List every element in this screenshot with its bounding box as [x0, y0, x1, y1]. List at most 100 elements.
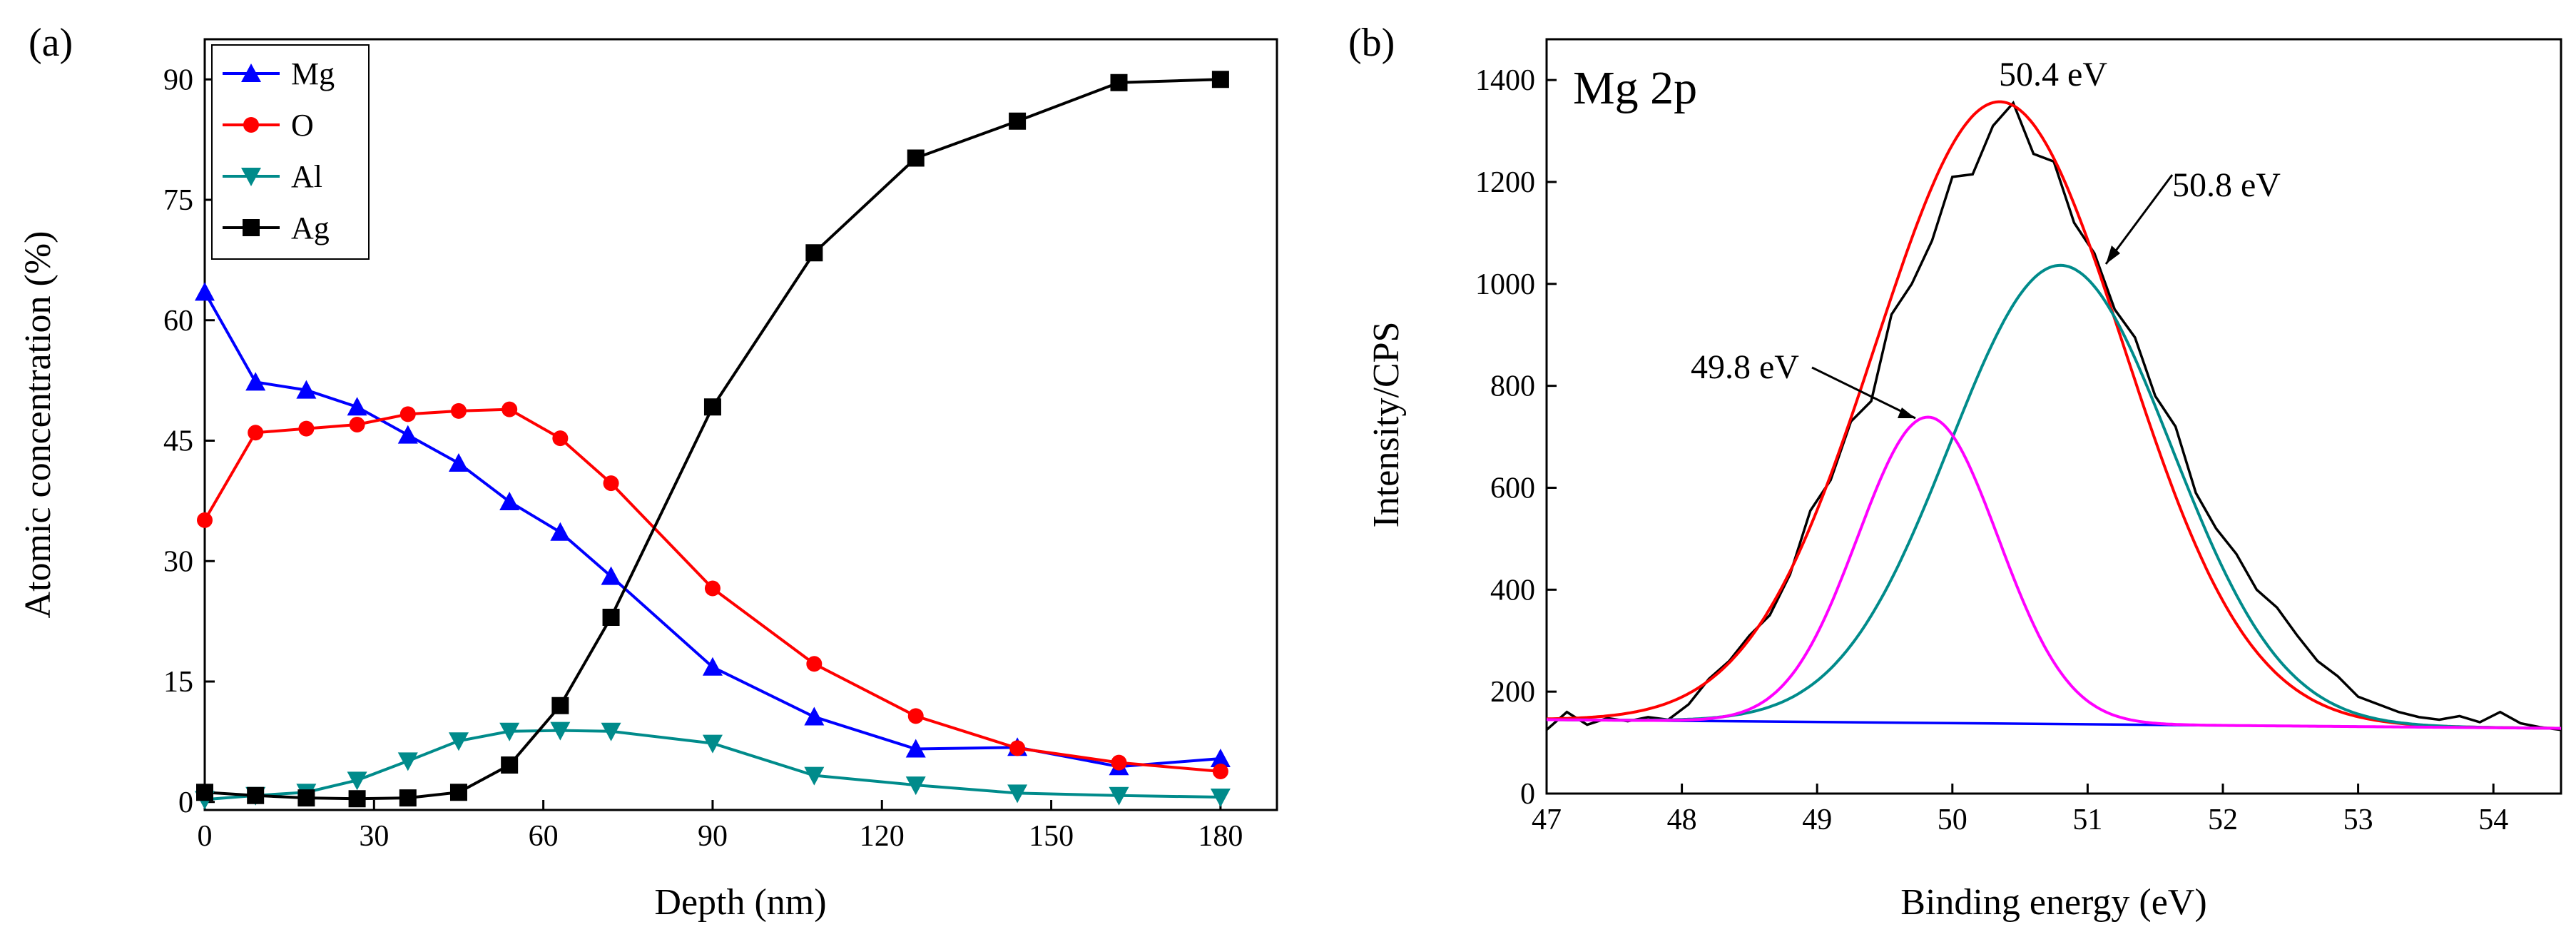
x-tick-label: 50: [1938, 804, 1967, 836]
data-point-o: [298, 420, 315, 437]
data-point-ag: [399, 789, 417, 807]
y-tick-label: 1000: [1475, 268, 1535, 301]
panel-label-a: (a): [29, 21, 73, 65]
data-point-mg: [601, 566, 621, 585]
plot-frame-a: [203, 38, 1278, 811]
data-point-ag: [247, 786, 265, 804]
y-tick-label: 600: [1490, 472, 1535, 505]
legend-marker-ag: [243, 219, 260, 236]
legend-label-al: Al: [291, 159, 322, 194]
data-point-ag: [449, 784, 467, 801]
x-tick-label: 180: [1198, 820, 1243, 853]
legend-label-mg: Mg: [291, 56, 335, 91]
data-point-o: [1212, 764, 1228, 779]
data-point-o: [704, 580, 721, 597]
legend-a: Mg O Al Ag: [211, 44, 370, 260]
data-point-mg: [397, 425, 418, 444]
data-point-mg: [245, 372, 266, 391]
chart-b: (b) 47 48 49 50 51 52 53 54 0 200 400 600 800 1000 120…: [1348, 21, 2562, 923]
data-point-o: [806, 656, 823, 672]
x-tick-label: 60: [529, 820, 559, 853]
data-point-ag: [703, 398, 721, 416]
data-point-ag: [196, 784, 213, 801]
legend-box-a: [211, 44, 370, 260]
chart-a: (a) 0 30 60 90 120 150 180 0 15 30 45 60 75 90 Depth …: [18, 21, 1278, 923]
x-axis-label-b: Binding energy (eV): [1900, 882, 2206, 923]
data-point-o: [399, 406, 416, 422]
data-point-mg: [905, 739, 926, 758]
y-tick-label: 400: [1490, 574, 1535, 607]
data-point-al: [1007, 784, 1028, 804]
data-point-al: [1210, 789, 1231, 807]
data-point-o: [1009, 740, 1026, 756]
data-point-o: [907, 708, 924, 724]
x-tick-label: 30: [359, 820, 389, 853]
data-point-al: [804, 766, 825, 786]
y-tick-label: 1400: [1475, 64, 1535, 97]
legend-marker-al: [241, 168, 261, 186]
data-point-al: [905, 776, 926, 796]
data-point-mg: [296, 380, 317, 399]
annotation-arrow-49-8: [1811, 366, 1916, 420]
y-axis-label-b: Intensity/CPS: [1366, 322, 1407, 528]
y-tick-label: 800: [1490, 370, 1535, 403]
x-tick-label: 49: [1802, 804, 1832, 836]
data-point-mg: [347, 397, 367, 416]
data-point-al: [550, 721, 571, 741]
data-point-o: [1111, 754, 1127, 771]
data-point-al: [601, 722, 621, 741]
y-tick-label: 75: [163, 184, 193, 217]
data-point-ag: [602, 609, 620, 626]
annotation-arrowhead-49-8: [1898, 407, 1915, 418]
data-point-al: [448, 732, 469, 751]
data-point-ag: [1009, 112, 1027, 130]
data-point-mg: [448, 453, 469, 472]
y-tick-label: 30: [163, 545, 193, 578]
x-tick-label: 54: [2478, 804, 2508, 836]
y-tick-label: 45: [163, 425, 193, 458]
y-tick-label: 60: [163, 305, 193, 338]
data-point-ag: [1211, 71, 1229, 88]
data-point-o: [502, 401, 518, 417]
data-point-o: [248, 425, 264, 441]
annotation-arrowhead-50-8: [2106, 245, 2120, 264]
plot-frame-b: [1545, 38, 2562, 795]
y-tick-label: 0: [178, 786, 193, 819]
data-point-ag: [297, 789, 315, 807]
data-point-o: [450, 402, 467, 419]
data-point-o: [197, 512, 213, 528]
data-point-ag: [501, 756, 519, 774]
data-point-mg: [702, 657, 723, 676]
data-point-al: [499, 722, 520, 741]
annotation-arrow-50-8: [2104, 174, 2174, 265]
series-line-mg: [203, 291, 1221, 769]
data-point-ag: [348, 790, 366, 808]
annotation-50-8: 50.8 eV: [2172, 166, 2281, 204]
x-tick-label: 90: [698, 820, 728, 853]
x-tick-label: 48: [1667, 804, 1697, 836]
data-point-mg: [804, 706, 825, 726]
y-tick-label: 200: [1490, 676, 1535, 709]
x-tick-label: 150: [1029, 820, 1074, 853]
envelope-fit-line: [1546, 100, 2562, 730]
x-tick-label: 0: [198, 820, 213, 853]
x-tick-label: 47: [1532, 804, 1562, 836]
legend-label-ag: Ag: [291, 211, 330, 245]
component-50-8-line: [1546, 263, 2562, 730]
panel-label-b: (b): [1348, 21, 1395, 65]
x-tick-label: 53: [2343, 804, 2373, 836]
x-tick-label: 120: [860, 820, 905, 853]
data-point-al: [1109, 786, 1129, 806]
y-tick-label: 1200: [1475, 166, 1535, 199]
y-axis-label-a: Atomic concentration (%): [18, 231, 58, 619]
chart-title-b: Mg 2p: [1573, 62, 1697, 114]
data-point-o: [349, 417, 365, 432]
data-point-ag: [1110, 74, 1128, 91]
annotation-50-4: 50.4 eV: [1999, 56, 2107, 93]
x-tick-label: 52: [2208, 804, 2238, 836]
data-point-mg: [550, 522, 571, 541]
x-axis-label-a: Depth (nm): [654, 882, 826, 923]
annotation-49-8: 49.8 eV: [1691, 348, 1799, 386]
y-tick-label: 90: [163, 64, 193, 96]
data-point-ag: [805, 244, 823, 262]
